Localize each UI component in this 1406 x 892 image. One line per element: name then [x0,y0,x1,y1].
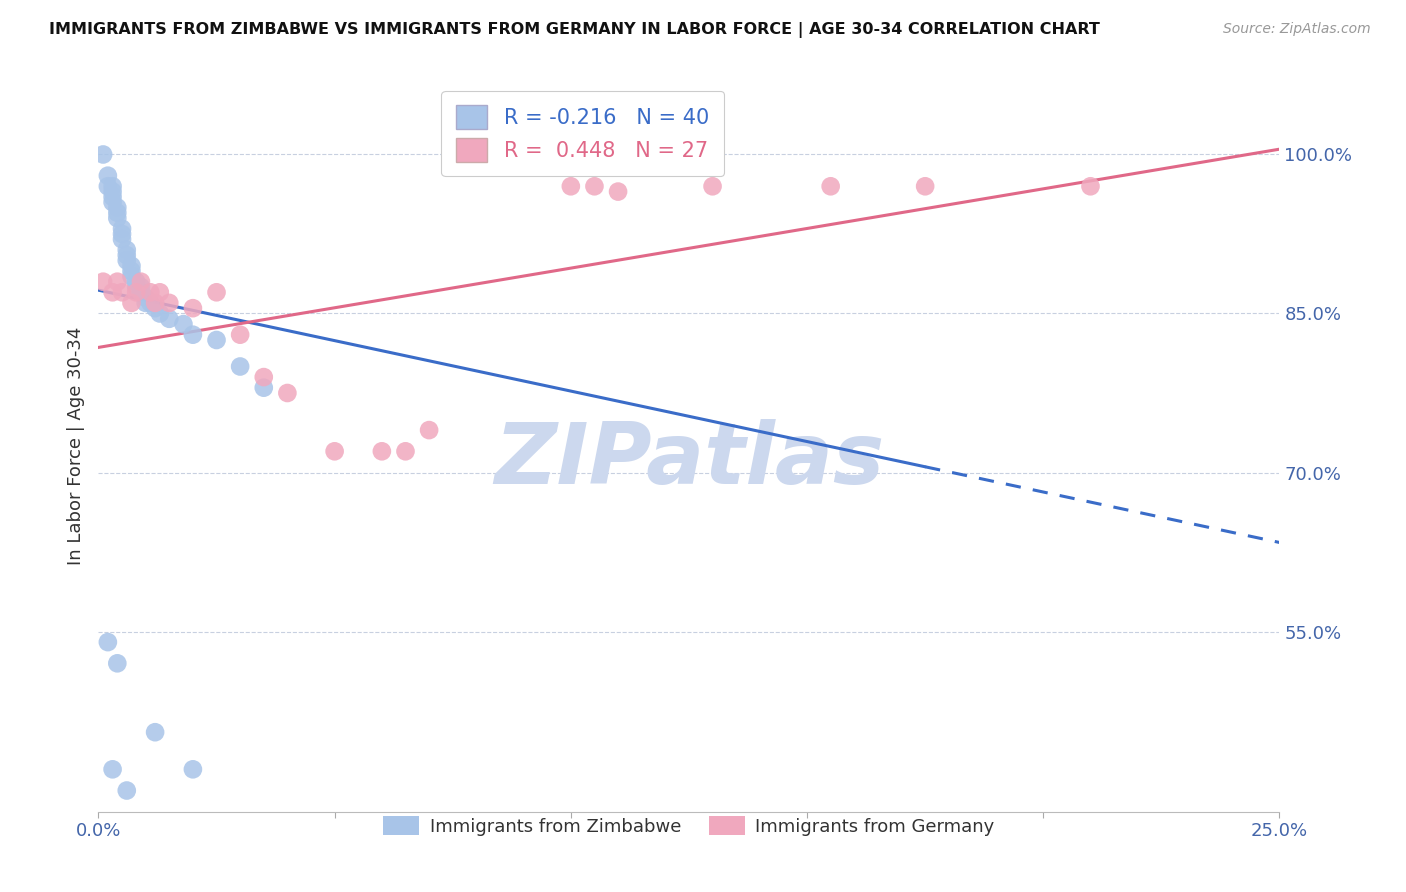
Point [371,444,394,458]
Point [276,386,298,401]
Point [205,285,228,300]
Point [111,285,134,300]
Point [323,444,346,458]
Point [91,275,114,289]
Point [253,381,276,395]
Point [583,179,606,194]
Point [129,280,152,294]
Point [101,185,124,199]
Legend: Immigrants from Zimbabwe, Immigrants from Germany: Immigrants from Zimbabwe, Immigrants fro… [375,809,1002,843]
Point [115,253,138,268]
Point [125,285,148,300]
Point [105,206,128,220]
Point [105,657,128,671]
Point [101,285,124,300]
Point [97,635,120,649]
Point [253,370,276,384]
Point [97,169,120,183]
Point [181,327,204,342]
Point [111,227,134,241]
Point [914,179,936,194]
Point [101,195,124,210]
Point [97,179,120,194]
Point [101,190,124,204]
Point [121,269,143,284]
Y-axis label: In Labor Force | Age 30-34: In Labor Force | Age 30-34 [66,326,84,566]
Point [105,211,128,225]
Point [121,259,143,273]
Point [181,762,204,776]
Point [101,762,124,776]
Point [115,248,138,262]
Point [181,301,204,316]
Point [157,311,180,326]
Point [149,306,172,320]
Point [139,285,162,300]
Point [111,232,134,246]
Point [101,179,124,194]
Point [143,725,166,739]
Point [1080,179,1102,194]
Point [115,243,138,257]
Point [111,221,134,235]
Point [157,296,180,310]
Point [121,264,143,278]
Point [607,185,630,199]
Text: Source: ZipAtlas.com: Source: ZipAtlas.com [1223,22,1371,37]
Point [229,327,252,342]
Point [135,296,157,310]
Text: IMMIGRANTS FROM ZIMBABWE VS IMMIGRANTS FROM GERMANY IN LABOR FORCE | AGE 30-34 C: IMMIGRANTS FROM ZIMBABWE VS IMMIGRANTS F… [49,22,1099,38]
Point [149,285,172,300]
Text: ZIPatlas: ZIPatlas [494,419,884,502]
Point [143,296,166,310]
Point [125,280,148,294]
Point [394,444,416,458]
Point [418,423,440,437]
Point [702,179,724,194]
Point [143,301,166,316]
Point [91,147,114,161]
Point [105,201,128,215]
Point [205,333,228,347]
Point [129,285,152,300]
Point [135,291,157,305]
Point [105,275,128,289]
Point [125,275,148,289]
Point [121,296,143,310]
Point [172,317,194,331]
Point [139,296,162,310]
Point [820,179,842,194]
Point [115,783,138,797]
Point [129,275,152,289]
Point [560,179,582,194]
Point [229,359,252,374]
